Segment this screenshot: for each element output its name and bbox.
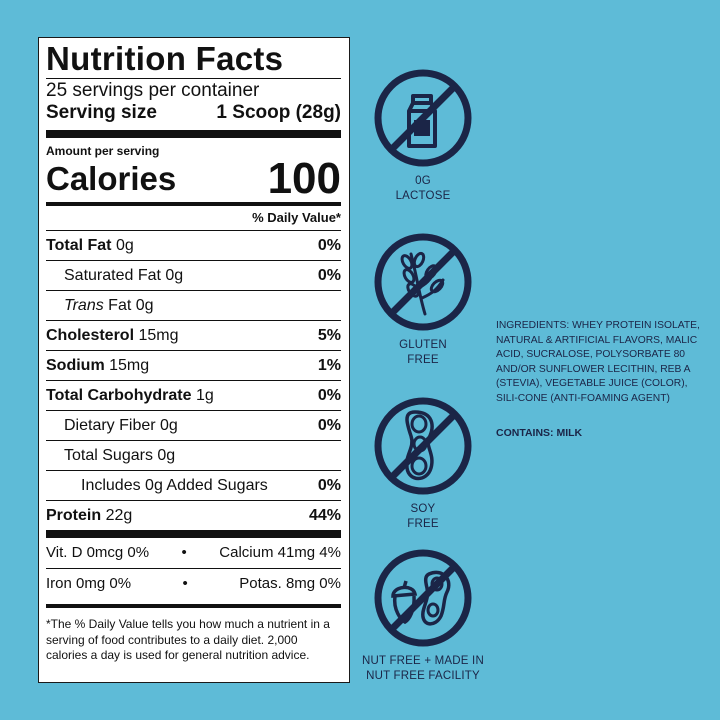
caption-line: NUT FREE FACILITY <box>366 670 480 682</box>
sodium-dv: 1% <box>317 357 341 374</box>
sodium-name: Sodium <box>46 357 105 374</box>
protein-row: Protein 22g 44% <box>46 500 341 530</box>
protein-name: Protein <box>46 507 102 524</box>
total-sugars-row: Total Sugars 0g <box>46 440 341 470</box>
badge-nut: NUT FREE + MADE IN NUT FREE FACILITY <box>333 548 513 684</box>
serving-size-label: Serving size <box>46 102 157 123</box>
badge-caption: 0G LACTOSE <box>333 174 513 204</box>
cholesterol-name: Cholesterol <box>46 327 135 344</box>
badge-caption: GLUTEN FREE <box>333 338 513 368</box>
caption-line: LACTOSE <box>395 190 451 202</box>
total-fat-row: Total Fat 0g 0% <box>46 230 341 260</box>
total-carb-dv: 0% <box>317 387 341 404</box>
calories-label: Calories <box>46 160 177 197</box>
caption-line: FREE <box>407 518 439 530</box>
serving-size-row: Serving size 1 Scoop (28g) <box>46 102 341 130</box>
potassium: Potas. 8mg 0% <box>239 575 341 592</box>
thick-divider-2 <box>46 530 341 538</box>
soybean-icon <box>374 397 472 495</box>
caption-line: SOY <box>410 503 436 515</box>
caption-line: NUT FREE + MADE IN <box>362 655 484 667</box>
fiber-row: Dietary Fiber 0g 0% <box>46 410 341 440</box>
badge-lactose: 0G LACTOSE <box>333 68 513 204</box>
badge-caption: NUT FREE + MADE IN NUT FREE FACILITY <box>333 654 513 684</box>
trans-fat-row: Trans Fat 0g <box>46 290 341 320</box>
cholesterol-dv: 5% <box>317 327 341 344</box>
added-sugars-row: Includes 0g Added Sugars 0% <box>46 470 341 500</box>
cholesterol-amount: 15mg <box>138 327 179 344</box>
fiber-name: Dietary Fiber 0g <box>64 417 178 434</box>
sodium-row: Sodium 15mg 1% <box>46 350 341 380</box>
total-carb-name: Total Carbohydrate <box>46 387 192 404</box>
bullet: • <box>181 544 187 561</box>
ingredients-text: INGREDIENTS: WHEY PROTEIN ISOLATE, NATUR… <box>496 320 700 404</box>
iron: Iron 0mg 0% <box>46 575 132 592</box>
badge-soy: SOY FREE <box>333 396 513 532</box>
thick-divider <box>46 130 341 138</box>
caption-line: GLUTEN <box>399 339 447 351</box>
trans-fat-italic: Trans <box>64 297 104 314</box>
badge-gluten: GLUTEN FREE <box>333 232 513 368</box>
protein-dv: 44% <box>308 507 341 524</box>
vitamin-row: Iron 0mg 0% • Potas. 8mg 0% <box>46 568 341 598</box>
nutrition-facts-label: Nutrition Facts 25 servings per containe… <box>38 37 350 683</box>
servings-per-container: 25 servings per container <box>46 78 341 102</box>
total-fat-name: Total Fat <box>46 237 112 254</box>
protein-amount: 22g <box>105 507 133 524</box>
nut-icon <box>374 549 472 647</box>
bullet: • <box>182 575 188 592</box>
added-sugars-dv: 0% <box>317 477 341 494</box>
saturated-fat-row: Saturated Fat 0g 0% <box>46 260 341 290</box>
added-sugars-name: Includes 0g Added Sugars <box>81 477 268 494</box>
label-title: Nutrition Facts <box>46 40 284 77</box>
badge-caption: SOY FREE <box>333 502 513 532</box>
calories-value: 100 <box>267 154 341 203</box>
total-sugars-name: Total Sugars 0g <box>64 447 176 464</box>
sodium-amount: 15mg <box>109 357 150 374</box>
caption-line: 0G <box>415 175 431 187</box>
trans-fat-name: Fat 0g <box>103 297 154 314</box>
total-fat-dv: 0% <box>317 237 341 254</box>
serving-size-value: 1 Scoop (28g) <box>216 102 341 123</box>
calcium: Calcium 41mg 4% <box>219 544 341 561</box>
daily-value-footnote: *The % Daily Value tells you how much a … <box>46 604 341 664</box>
vitamin-d: Vit. D 0mcg 0% <box>46 544 150 561</box>
milk-carton-icon <box>374 69 472 167</box>
fiber-dv: 0% <box>317 417 341 434</box>
total-fat-amount: 0g <box>115 237 134 254</box>
cholesterol-row: Cholesterol 15mg 5% <box>46 320 341 350</box>
wheat-icon <box>374 233 472 331</box>
saturated-fat-dv: 0% <box>317 267 341 284</box>
calories-row: Calories 100 <box>46 154 341 203</box>
amount-per-serving: Amount per serving <box>46 144 160 158</box>
saturated-fat-name: Saturated Fat 0g <box>64 267 184 284</box>
vitamin-row: Vit. D 0mcg 0% • Calcium 41mg 4% <box>46 538 341 568</box>
total-carb-row: Total Carbohydrate 1g 0% <box>46 380 341 410</box>
daily-value-header: % Daily Value* <box>252 210 341 225</box>
caption-line: FREE <box>407 354 439 366</box>
contains-allergens: CONTAINS: MILK <box>496 427 583 439</box>
total-carb-amount: 1g <box>195 387 214 404</box>
medium-divider <box>46 202 341 206</box>
